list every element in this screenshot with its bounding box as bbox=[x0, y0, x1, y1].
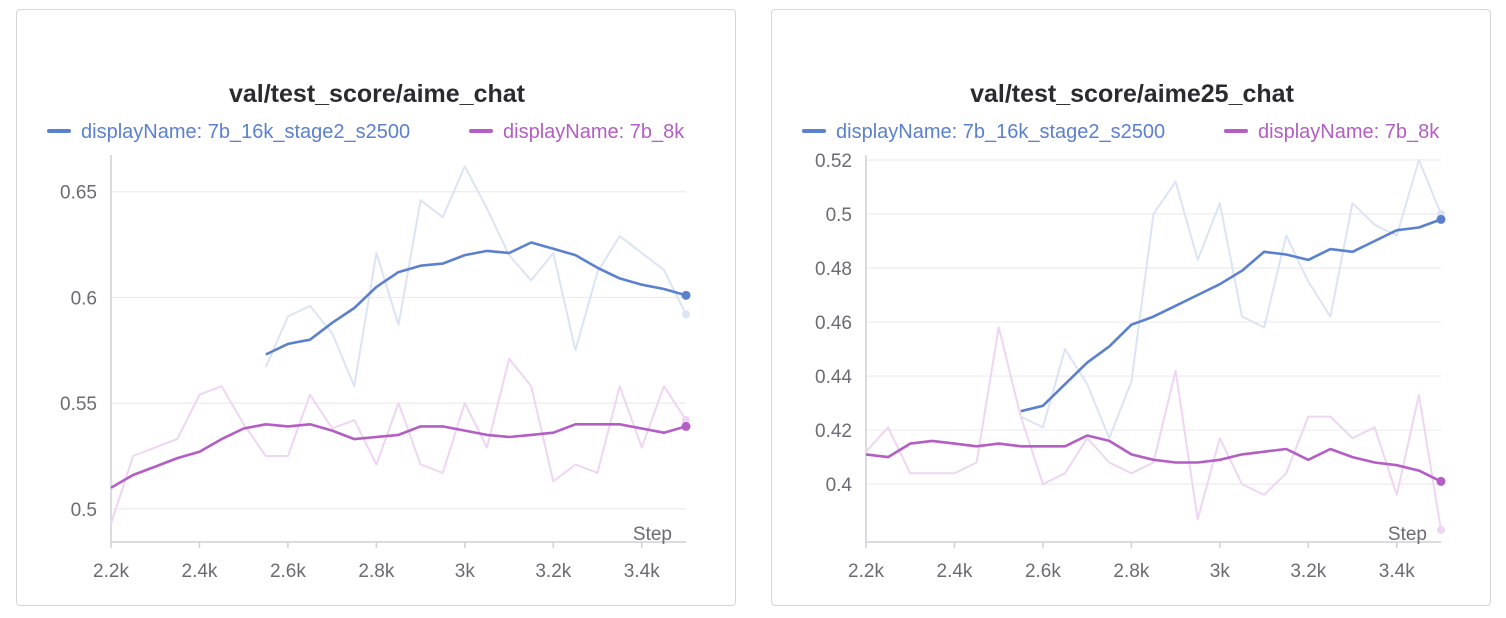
legend-label: displayName: 7b_16k_stage2_s2500 bbox=[81, 121, 410, 143]
x-tick-label: 2.2k bbox=[848, 561, 884, 582]
y-tick-label: 0.55 bbox=[60, 394, 97, 415]
x-tick-label: 3.4k bbox=[624, 561, 660, 582]
x-axis-title: Step bbox=[1388, 524, 1427, 545]
series-endpoint bbox=[681, 421, 691, 431]
x-axis-title: Step bbox=[633, 524, 672, 545]
y-tick-label: 0.42 bbox=[815, 421, 852, 442]
chart-panel-aime: val/test_score/aime_chat displayName: 7b_… bbox=[16, 9, 736, 606]
y-tick-label: 0.44 bbox=[815, 367, 852, 388]
chart-svg-aime25: val/test_score/aime25_chat displayName: 7… bbox=[802, 80, 1446, 582]
y-tick-label: 0.5 bbox=[826, 205, 852, 226]
x-tick-label: 2.8k bbox=[358, 561, 394, 582]
series-endpoint bbox=[1436, 476, 1446, 486]
x-tick-label: 2.6k bbox=[1025, 561, 1061, 582]
series-raw-endpoint bbox=[1437, 526, 1445, 534]
series-raw-endpoint bbox=[682, 310, 690, 319]
x-tick-label: 3.2k bbox=[535, 561, 571, 582]
x-tick-label: 2.4k bbox=[937, 561, 973, 582]
x-tick-label: 3.4k bbox=[1379, 561, 1415, 582]
series-line bbox=[110, 422, 687, 489]
y-tick-label: 0.65 bbox=[60, 183, 97, 204]
chart-title: val/test_score/aime25_chat bbox=[970, 80, 1294, 108]
y-tick-label: 0.6 bbox=[71, 288, 97, 309]
x-tick-label: 3.2k bbox=[1290, 561, 1326, 582]
y-tick-label: 0.48 bbox=[815, 259, 852, 280]
x-tick-label: 2.6k bbox=[270, 561, 306, 582]
x-tick-label: 2.8k bbox=[1113, 561, 1149, 582]
series-line bbox=[265, 241, 687, 356]
legend-label: displayName: 7b_8k bbox=[1258, 121, 1440, 143]
series-raw-line bbox=[865, 326, 1442, 531]
y-tick-label: 0.4 bbox=[826, 475, 853, 496]
series-line bbox=[865, 434, 1442, 483]
chart-title: val/test_score/aime_chat bbox=[229, 80, 526, 108]
legend-label: displayName: 7b_8k bbox=[503, 121, 685, 143]
series-raw-line bbox=[110, 357, 687, 525]
series-endpoint bbox=[681, 290, 691, 300]
series-line bbox=[1020, 218, 1442, 413]
chart-panel-aime25: val/test_score/aime25_chat displayName: 7… bbox=[771, 9, 1491, 606]
x-tick-label: 2.2k bbox=[93, 561, 129, 582]
x-tick-label: 3k bbox=[455, 561, 476, 582]
series-raw-line bbox=[264, 165, 687, 388]
series-raw-line bbox=[1020, 159, 1442, 440]
y-tick-label: 0.52 bbox=[815, 151, 852, 172]
series-endpoint bbox=[1436, 214, 1446, 224]
series-raw-endpoint bbox=[682, 416, 690, 425]
x-tick-label: 2.4k bbox=[182, 561, 218, 582]
y-tick-label: 0.46 bbox=[815, 313, 852, 334]
y-tick-label: 0.5 bbox=[71, 500, 97, 521]
x-tick-label: 3k bbox=[1210, 561, 1231, 582]
chart-svg-aime: val/test_score/aime_chat displayName: 7b_… bbox=[47, 80, 691, 582]
legend-label: displayName: 7b_16k_stage2_s2500 bbox=[836, 121, 1165, 143]
